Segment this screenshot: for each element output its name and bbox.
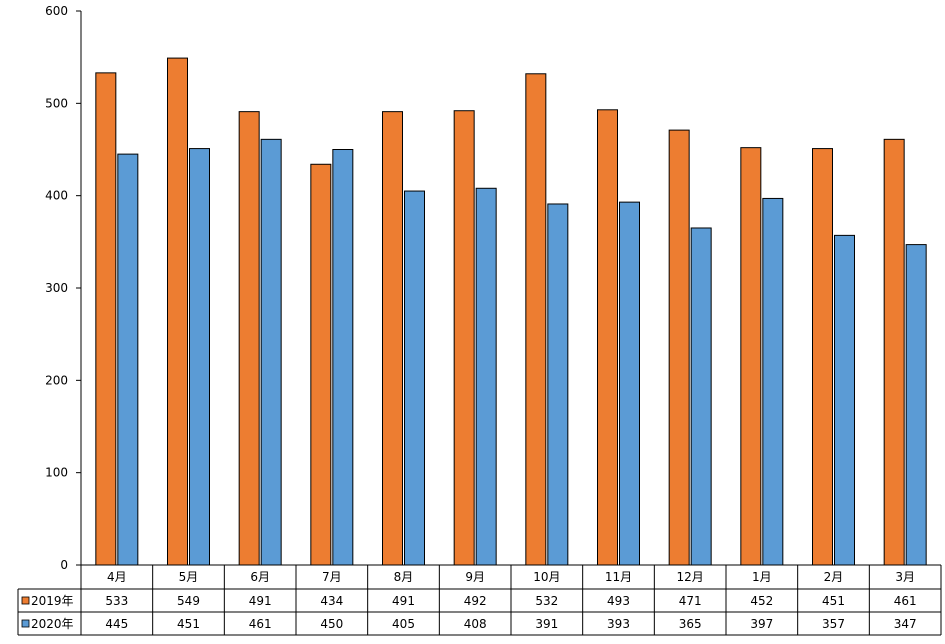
category-label: 4月 bbox=[107, 570, 127, 584]
data-value-label: 451 bbox=[822, 594, 845, 608]
data-value-label: 397 bbox=[750, 617, 773, 631]
category-label: 7月 bbox=[322, 570, 342, 584]
data-value-label: 408 bbox=[464, 617, 487, 631]
bar-series-1 bbox=[740, 147, 762, 566]
data-value-label: 434 bbox=[320, 594, 343, 608]
bar-series-2 bbox=[332, 149, 354, 566]
bar-series-2 bbox=[404, 190, 425, 566]
data-value-label: 445 bbox=[105, 617, 128, 631]
bar-series-2 bbox=[762, 197, 784, 566]
bar-series-2 bbox=[834, 234, 855, 566]
data-value-label: 491 bbox=[249, 594, 272, 608]
category-label: 10月 bbox=[533, 570, 560, 584]
legend-label: 2019年 bbox=[31, 594, 74, 608]
data-value-label: 461 bbox=[894, 594, 917, 608]
y-axis: 0 100 200 300 400 500 600 bbox=[45, 4, 82, 572]
bar-series-2 bbox=[117, 153, 139, 566]
category-label: 12月 bbox=[677, 570, 704, 584]
data-value-label: 451 bbox=[177, 617, 200, 631]
bar-series-1 bbox=[95, 72, 117, 566]
legend-swatch bbox=[21, 596, 30, 605]
bar-series-1 bbox=[525, 73, 547, 566]
data-value-label: 492 bbox=[464, 594, 487, 608]
data-value-label: 549 bbox=[177, 594, 200, 608]
y-tick-label: 600 bbox=[45, 4, 68, 18]
data-value-label: 365 bbox=[679, 617, 702, 631]
data-value-label: 405 bbox=[392, 617, 415, 631]
data-value-label: 532 bbox=[535, 594, 558, 608]
data-value-label: 452 bbox=[750, 594, 773, 608]
category-label: 2月 bbox=[824, 570, 844, 584]
data-value-label: 347 bbox=[894, 617, 917, 631]
bar-series-1 bbox=[382, 111, 403, 566]
data-table: 4月 5月 6月 7月 8月 9月 10月 11月 12月 1月 2月 3月 2019年 533 549 49… bbox=[17, 564, 942, 636]
data-value-label: 461 bbox=[249, 617, 272, 631]
bar-series-2 bbox=[189, 148, 210, 566]
bar-series-1 bbox=[310, 163, 332, 566]
data-value-label: 471 bbox=[679, 594, 702, 608]
bar-series-2 bbox=[475, 187, 497, 566]
bar-series-1 bbox=[668, 129, 690, 566]
y-tick-label: 400 bbox=[45, 189, 68, 203]
category-label: 1月 bbox=[752, 570, 772, 584]
legend-swatch bbox=[21, 619, 30, 628]
data-value-label: 533 bbox=[105, 594, 128, 608]
data-value-label: 493 bbox=[607, 594, 630, 608]
data-value-label: 491 bbox=[392, 594, 415, 608]
bar-series-1 bbox=[883, 138, 905, 566]
y-tick-label: 500 bbox=[45, 96, 68, 110]
bar-series-2 bbox=[905, 244, 927, 566]
data-value-label: 357 bbox=[822, 617, 845, 631]
y-tick-label: 300 bbox=[45, 281, 68, 295]
bar-series-1 bbox=[167, 57, 188, 566]
bars bbox=[95, 57, 927, 566]
y-tick-label: 200 bbox=[45, 373, 68, 387]
bar-series-2 bbox=[260, 138, 282, 566]
category-label: 9月 bbox=[465, 570, 485, 584]
category-label: 8月 bbox=[394, 570, 414, 584]
bar-series-2 bbox=[690, 227, 712, 566]
data-value-label: 450 bbox=[320, 617, 343, 631]
bar-series-1 bbox=[812, 148, 833, 566]
category-label: 11月 bbox=[605, 570, 632, 584]
bar-series-2 bbox=[547, 203, 569, 566]
bar-series-1 bbox=[453, 110, 475, 566]
data-value-label: 391 bbox=[535, 617, 558, 631]
category-label: 6月 bbox=[250, 570, 270, 584]
data-value-label: 393 bbox=[607, 617, 630, 631]
legend-label: 2020年 bbox=[31, 617, 74, 631]
category-label: 3月 bbox=[895, 570, 915, 584]
y-tick-label: 0 bbox=[60, 558, 68, 572]
bar-series-2 bbox=[619, 201, 640, 566]
bar-series-1 bbox=[238, 111, 260, 566]
y-tick-label: 100 bbox=[45, 466, 68, 480]
bar-series-1 bbox=[597, 109, 618, 566]
category-label: 5月 bbox=[179, 570, 199, 584]
